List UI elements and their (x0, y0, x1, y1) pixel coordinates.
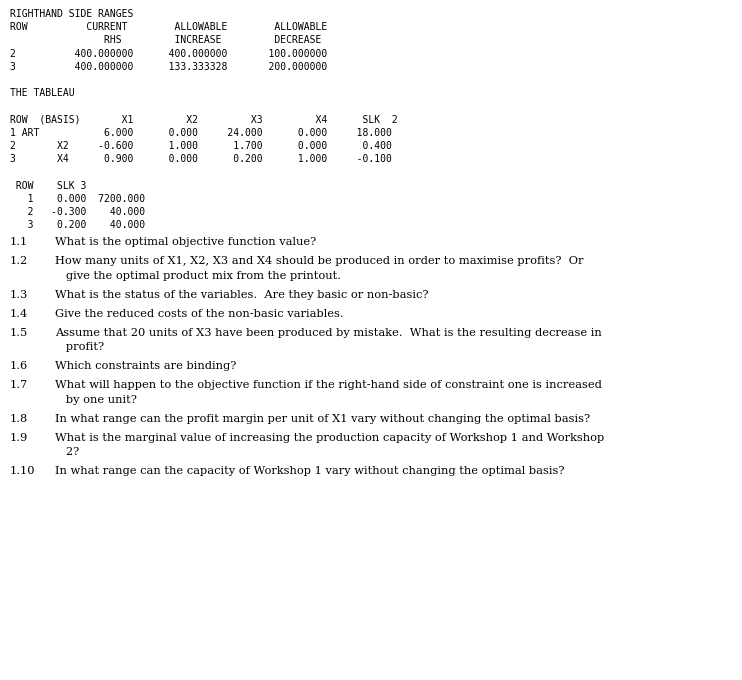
Text: 1.6: 1.6 (10, 361, 28, 371)
Text: RHS         INCREASE         DECREASE: RHS INCREASE DECREASE (10, 35, 321, 46)
Text: 2          400.000000      400.000000       100.000000: 2 400.000000 400.000000 100.000000 (10, 48, 327, 58)
Text: In what range can the capacity of Workshop 1 vary without changing the optimal b: In what range can the capacity of Worksh… (55, 466, 565, 477)
Text: 1 ART           6.000      0.000     24.000      0.000     18.000: 1 ART 6.000 0.000 24.000 0.000 18.000 (10, 128, 392, 138)
Text: ROW    SLK 3: ROW SLK 3 (10, 181, 86, 190)
Text: In what range can the profit margin per unit of X1 vary without changing the opt: In what range can the profit margin per … (55, 414, 590, 424)
Text: What is the status of the variables.  Are they basic or non-basic?: What is the status of the variables. Are… (55, 290, 428, 300)
Text: 1.1: 1.1 (10, 237, 28, 248)
Text: RIGHTHAND SIDE RANGES: RIGHTHAND SIDE RANGES (10, 9, 134, 19)
Text: Give the reduced costs of the non-basic variables.: Give the reduced costs of the non-basic … (55, 309, 344, 319)
Text: What is the optimal objective function value?: What is the optimal objective function v… (55, 237, 316, 248)
Text: 1.5: 1.5 (10, 328, 28, 338)
Text: What is the marginal value of increasing the production capacity of Workshop 1 a: What is the marginal value of increasing… (55, 433, 604, 443)
Text: 2?: 2? (55, 447, 79, 458)
Text: 1.10: 1.10 (10, 466, 36, 477)
Text: ROW          CURRENT        ALLOWABLE        ALLOWABLE: ROW CURRENT ALLOWABLE ALLOWABLE (10, 22, 327, 32)
Text: 1.4: 1.4 (10, 309, 28, 319)
Text: Assume that 20 units of X3 have been produced by mistake.  What is the resulting: Assume that 20 units of X3 have been pro… (55, 328, 602, 338)
Text: 1    0.000  7200.000: 1 0.000 7200.000 (10, 194, 145, 204)
Text: 3    0.200    40.000: 3 0.200 40.000 (10, 220, 145, 231)
Text: profit?: profit? (55, 343, 104, 352)
Text: THE TABLEAU: THE TABLEAU (10, 88, 75, 98)
Text: Which constraints are binding?: Which constraints are binding? (55, 361, 237, 371)
Text: How many units of X1, X2, X3 and X4 should be produced in order to maximise prof: How many units of X1, X2, X3 and X4 shou… (55, 256, 583, 267)
Text: 2   -0.300    40.000: 2 -0.300 40.000 (10, 207, 145, 217)
Text: 1.2: 1.2 (10, 256, 28, 267)
Text: give the optimal product mix from the printout.: give the optimal product mix from the pr… (55, 271, 341, 281)
Text: by one unit?: by one unit? (55, 395, 137, 405)
Text: ROW  (BASIS)       X1         X2         X3         X4      SLK  2: ROW (BASIS) X1 X2 X3 X4 SLK 2 (10, 115, 398, 124)
Text: 3          400.000000      133.333328       200.000000: 3 400.000000 133.333328 200.000000 (10, 62, 327, 72)
Text: 1.7: 1.7 (10, 380, 28, 390)
Text: 2       X2     -0.600      1.000      1.700      0.000      0.400: 2 X2 -0.600 1.000 1.700 0.000 0.400 (10, 141, 392, 151)
Text: 1.8: 1.8 (10, 414, 28, 424)
Text: What will happen to the objective function if the right-hand side of constraint : What will happen to the objective functi… (55, 380, 602, 390)
Text: 1.9: 1.9 (10, 433, 28, 443)
Text: 1.3: 1.3 (10, 290, 28, 300)
Text: 3       X4      0.900      0.000      0.200      1.000     -0.100: 3 X4 0.900 0.000 0.200 1.000 -0.100 (10, 154, 392, 164)
